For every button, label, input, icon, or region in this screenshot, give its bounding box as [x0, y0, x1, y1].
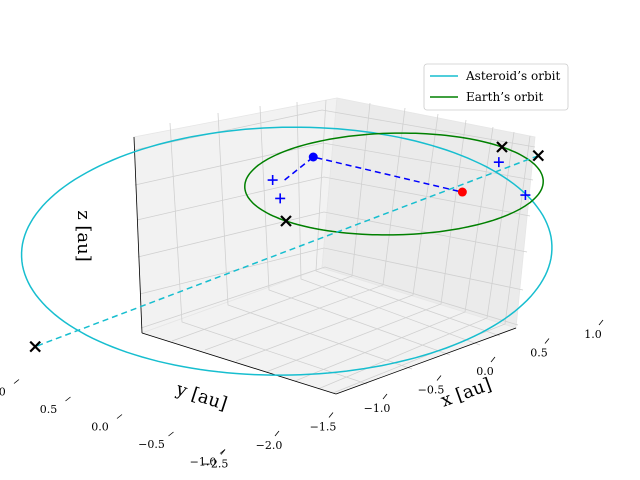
x-tick-mark — [490, 356, 496, 363]
y-tick-mark — [65, 396, 71, 402]
x-tick-label: 0.0 — [476, 365, 494, 378]
y-tick-mark — [13, 379, 20, 384]
x-tick-mark — [328, 412, 334, 418]
y-tick-mark — [168, 431, 174, 437]
axis-ticks — [13, 319, 604, 455]
x-tick-label: 0.5 — [530, 347, 548, 360]
legend-label-asteroid: Asteroid’s orbit — [465, 69, 560, 83]
x-tick-label: −0.5 — [418, 384, 445, 397]
plus-3-marker — [493, 157, 504, 168]
blue-dashed-connector — [284, 156, 463, 193]
y-tick-label: −1.0 — [190, 456, 217, 469]
legend-label-earth: Earth’s orbit — [466, 90, 543, 104]
z-axis-label: z [au] — [73, 210, 94, 262]
plus-1-marker — [267, 175, 278, 186]
x-tick-mark — [382, 393, 388, 400]
y-tick-label: −0.5 — [138, 438, 165, 451]
x-tick-mark — [544, 338, 550, 344]
plus-2-marker — [275, 193, 286, 204]
x-tick-label: −2.5 — [202, 458, 229, 471]
data-layer — [20, 126, 553, 376]
x-tick-mark — [598, 319, 604, 326]
node-cross-1-marker — [532, 149, 545, 162]
asteroid-orbit-line — [20, 126, 553, 376]
earth-position-marker — [308, 152, 318, 162]
y-axis-label: y [au] — [173, 378, 230, 414]
x-tick-mark — [274, 430, 280, 437]
grid-lines — [133, 99, 536, 394]
x-tick-label: −2.0 — [256, 439, 283, 452]
y-tick-label: 0.5 — [40, 403, 58, 416]
x-tick-label: −1.5 — [310, 421, 337, 434]
y-tick-label: 1.0 — [0, 386, 6, 399]
x-tick-label: 1.0 — [584, 328, 602, 341]
plus-4-marker — [520, 190, 531, 201]
legend: Asteroid’s orbit Earth’s orbit — [423, 63, 569, 111]
axis-spines — [133, 136, 517, 395]
perihelion-cross-black-marker — [29, 340, 41, 353]
node-cross-2-marker — [280, 215, 292, 227]
asteroid-position-marker — [457, 187, 467, 197]
earth-cross-black-marker — [496, 141, 508, 153]
x-axis-label: x [au] — [438, 374, 494, 412]
y-tick-mark — [116, 414, 123, 419]
y-tick-label: 0.0 — [91, 421, 109, 434]
legend-box — [423, 63, 569, 111]
y-tick-mark — [219, 449, 226, 454]
axis-tick-labels: −2.5 −2.0 −1.5 −1.0 −0.5 0.0 0.5 1.0 −1.0 −0.5 0.0… — [0, 328, 602, 471]
x-tick-label: −1.0 — [364, 402, 391, 415]
x-tick-mark — [436, 375, 442, 381]
